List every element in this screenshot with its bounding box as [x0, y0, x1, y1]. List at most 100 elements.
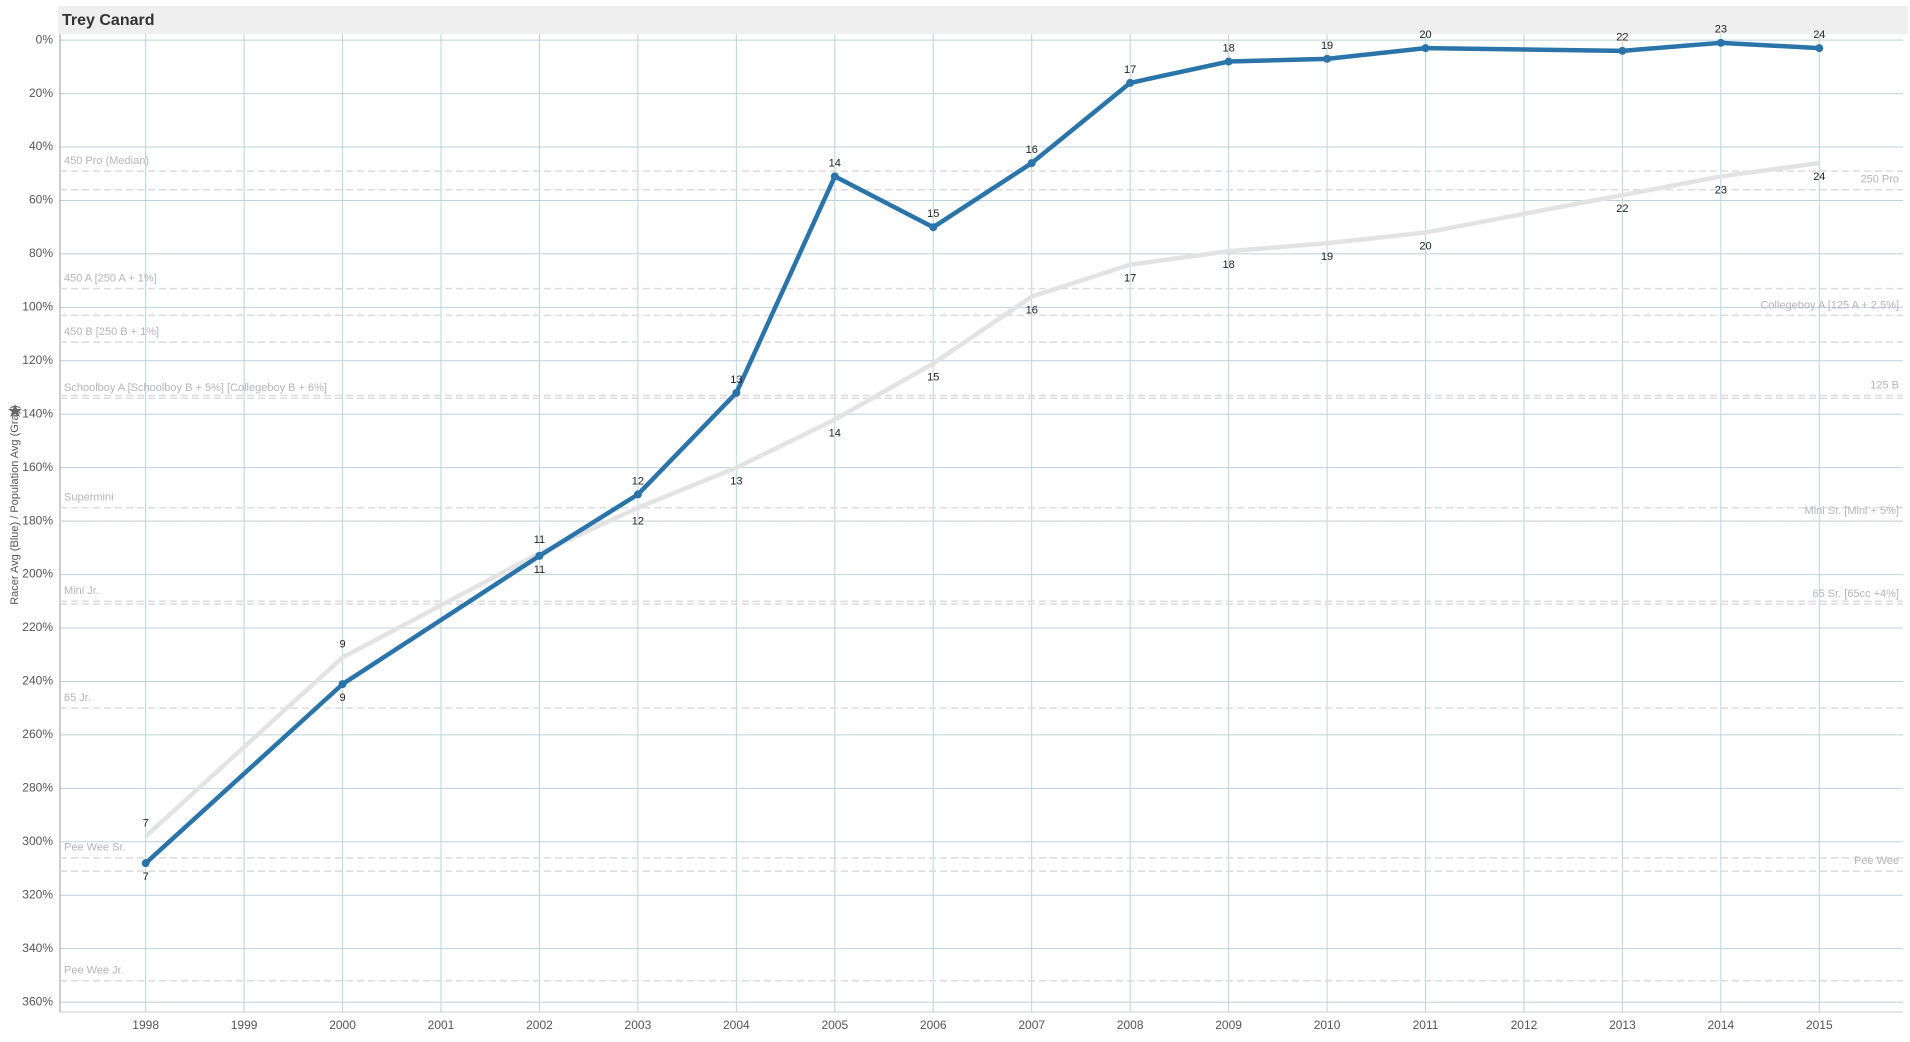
x-tick-label: 2000 [329, 1018, 356, 1032]
point [1323, 54, 1332, 63]
reference-label: 450 B [250 B + 1%] [64, 326, 159, 338]
point-label: 23 [1715, 184, 1727, 196]
point-label: 15 [927, 208, 939, 220]
point-label: 16 [1026, 305, 1038, 317]
point-label: 11 [534, 564, 545, 576]
x-tick-label: 2007 [1018, 1018, 1045, 1032]
reference-label: 450 Pro (Median) [64, 155, 149, 167]
y-tick-label: 100% [22, 300, 53, 314]
reference-label: 125 B [1870, 379, 1899, 391]
y-tick-label: 40% [29, 139, 53, 153]
point-label: 7 [143, 871, 149, 883]
x-tick-label: 2003 [625, 1018, 652, 1032]
x-tick-label: 2008 [1117, 1018, 1144, 1032]
x-tick-label: 2005 [821, 1018, 848, 1032]
grid: 0% 20% 40% 60% 80% 100% 120% 140% 160% 180% 200% 22… [22, 32, 1903, 1032]
point-label: 15 [927, 371, 939, 383]
point [1421, 44, 1430, 53]
reference-lines: 450 Pro (Median) 450 A [250 A + 1%] 450 B … [60, 155, 1903, 982]
point-label: 12 [632, 475, 644, 487]
x-tick-label: 1999 [231, 1018, 258, 1032]
y-tick-label: 340% [22, 941, 53, 955]
x-tick-label: 2012 [1511, 1018, 1538, 1032]
point-label: 11 [534, 534, 545, 546]
reference-label: Mini Jr. [64, 585, 99, 597]
series [141, 38, 1824, 868]
point-label: 17 [1124, 64, 1136, 76]
y-tick-label: 60% [29, 193, 53, 207]
y-tick-label: 260% [22, 727, 53, 741]
point-label: 13 [730, 374, 742, 386]
x-tick-label: 2002 [526, 1018, 553, 1032]
point [1027, 159, 1036, 168]
reference-label: 65 Jr. [64, 692, 91, 704]
point [141, 859, 150, 868]
y-tick-label: 20% [29, 86, 53, 100]
point [732, 388, 741, 397]
y-tick-label: 140% [22, 406, 53, 420]
point-label: 14 [829, 427, 841, 439]
point [1224, 57, 1233, 66]
y-tick-label: 120% [22, 353, 53, 367]
point-label: 19 [1321, 40, 1333, 52]
point-label: 22 [1616, 203, 1628, 215]
axis-icon [8, 404, 22, 417]
point [1126, 78, 1135, 87]
point-label: 19 [1321, 251, 1333, 263]
series-line [144, 160, 1820, 839]
y-tick-label: 280% [22, 781, 53, 795]
point-label: 24 [1813, 171, 1825, 183]
x-tick-label: 2011 [1413, 1018, 1439, 1032]
chart-title: Trey Canard [62, 12, 154, 29]
x-tick-label: 2001 [428, 1018, 455, 1032]
point [1716, 38, 1725, 47]
y-tick-label: 160% [22, 460, 53, 474]
y-tick-label: 320% [22, 887, 53, 901]
x-tick-label: 2009 [1215, 1018, 1242, 1032]
y-tick-label: 300% [22, 834, 53, 848]
point-label: 14 [829, 157, 841, 169]
point [633, 490, 642, 499]
point-label: 7 [143, 817, 149, 829]
point [338, 680, 347, 689]
labels: 7 9 11 12 13 14 15 16 17 18 19 20 22 23 24 7 9 11 12 13 14 15… [143, 24, 1826, 883]
reference-label: Schoolboy A [Schoolboy B + 5%] [Collegeb… [64, 382, 327, 394]
point-label: 9 [339, 638, 345, 650]
point-label: 17 [1124, 273, 1136, 285]
reference-label: 450 A [250 A + 1%] [64, 273, 157, 285]
y-tick-label: 220% [22, 620, 53, 634]
x-tick-label: 2015 [1806, 1018, 1833, 1032]
reference-label: 65 Sr. [65cc +4%] [1812, 588, 1899, 600]
x-tick-label: 2006 [920, 1018, 947, 1032]
point [830, 172, 839, 181]
x-tick-label: 2010 [1314, 1018, 1341, 1032]
header-bar [58, 6, 1908, 34]
point-label: 9 [339, 692, 345, 704]
x-tick-label: 1998 [132, 1018, 159, 1032]
point-label: 16 [1026, 144, 1038, 156]
point-label: 23 [1715, 24, 1727, 36]
point-label: 13 [730, 476, 742, 488]
x-tick-label: 2013 [1609, 1018, 1636, 1032]
y-tick-label: 360% [22, 994, 53, 1008]
point-label: 18 [1222, 259, 1234, 271]
reference-label: Mini Sr. [Mini + 5%] [1805, 505, 1899, 517]
point-label: 20 [1419, 29, 1431, 41]
x-tick-label: 2014 [1708, 1018, 1735, 1032]
y-tick-label: 0% [36, 32, 54, 46]
point [929, 223, 938, 232]
point [535, 551, 544, 560]
point-label: 22 [1616, 32, 1628, 44]
reference-label: Collegeboy A [125 A + 2.5%] [1760, 299, 1899, 311]
x-tick-label: 2004 [723, 1018, 750, 1032]
point [1815, 44, 1824, 53]
reference-label: Pee Wee Jr. [64, 965, 124, 977]
reference-label: Pee Wee Sr. [64, 842, 126, 854]
y-tick-label: 80% [29, 246, 53, 260]
y-axis-title: Racer Avg (Blue) / Population Avg (Gray) [9, 405, 21, 605]
point [1618, 46, 1627, 55]
point-label: 18 [1222, 42, 1234, 54]
point-label: 20 [1419, 240, 1431, 252]
reference-label: 250 Pro [1860, 174, 1899, 186]
